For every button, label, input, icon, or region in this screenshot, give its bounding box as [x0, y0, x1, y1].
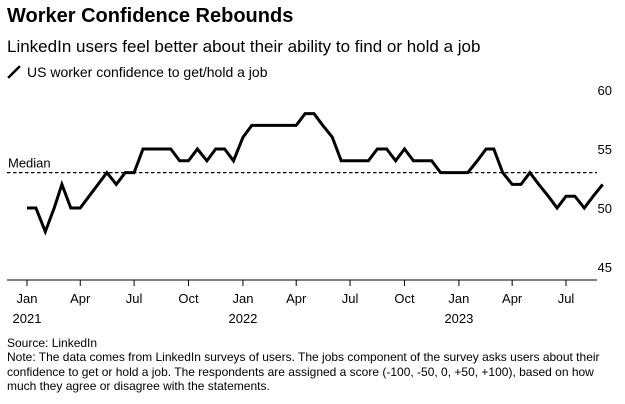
x-tick-label: Apr: [70, 291, 91, 306]
chart-subtitle: LinkedIn users feel better about their a…: [7, 37, 481, 56]
x-tick-label: Jan: [17, 291, 38, 306]
x-tick-label: Apr: [286, 291, 307, 306]
legend-label: US worker confidence to get/hold a job: [27, 64, 268, 80]
x-tick-label: Jul: [126, 291, 143, 306]
x-tick-label: Jul: [558, 291, 575, 306]
series-line-worker-confidence: [27, 112, 604, 236]
median-label: Median: [8, 156, 51, 171]
x-tick-label: Oct: [394, 291, 415, 306]
y-tick-label: 50: [598, 201, 612, 216]
source-note: Source: LinkedIn: [7, 336, 98, 350]
x-year-label: 2021: [13, 311, 42, 326]
x-tick-label: Jan: [448, 291, 469, 306]
x-tick-label: Jan: [232, 291, 253, 306]
legend-line-icon: [7, 65, 21, 79]
y-tick-label: 55: [598, 142, 612, 157]
chart-title: Worker Confidence Rebounds: [7, 5, 294, 27]
y-tick-label: 45: [598, 260, 612, 275]
footer: Source: LinkedIn Note: The data comes fr…: [7, 336, 619, 393]
x-tick-label: Apr: [502, 291, 523, 306]
x-tick-label: Jul: [342, 291, 359, 306]
y-tick-label: 60: [598, 83, 612, 98]
x-tick-label: Oct: [178, 291, 199, 306]
methodology-note: Note: The data comes from LinkedIn surve…: [7, 350, 600, 393]
x-year-label: 2023: [444, 311, 473, 326]
x-year-label: 2022: [228, 311, 257, 326]
legend: US worker confidence to get/hold a job: [7, 64, 267, 80]
